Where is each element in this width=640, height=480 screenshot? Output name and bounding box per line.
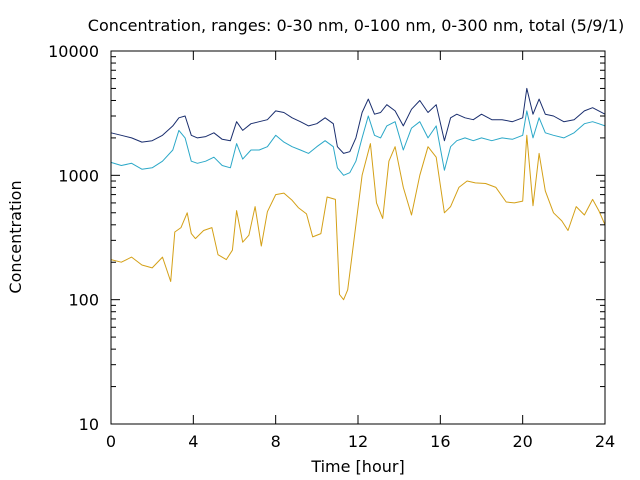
x-axis-label: Time [hour] xyxy=(310,457,404,476)
y-tick-label: 10 xyxy=(79,415,99,434)
x-tick-label: 4 xyxy=(188,432,198,451)
x-tick-label: 0 xyxy=(106,432,116,451)
x-tick-label: 16 xyxy=(430,432,450,451)
series-layer xyxy=(110,87,606,301)
x-tick-label: 20 xyxy=(512,432,532,451)
x-tick-label: 24 xyxy=(595,432,615,451)
x-tick-label: 8 xyxy=(271,432,281,451)
plot-frame xyxy=(110,50,606,425)
x-tick-label: 12 xyxy=(348,432,368,451)
chart-title: Concentration, ranges: 0-30 nm, 0-100 nm… xyxy=(88,16,624,35)
series-line-1 xyxy=(110,134,606,301)
y-tick-label: 1000 xyxy=(58,166,99,185)
y-axis-label: Concentration xyxy=(6,180,25,293)
series-line-2 xyxy=(110,110,606,176)
series-line-3 xyxy=(110,87,606,154)
y-tick-label: 100 xyxy=(68,291,99,310)
y-tick-label: 10000 xyxy=(48,42,99,61)
